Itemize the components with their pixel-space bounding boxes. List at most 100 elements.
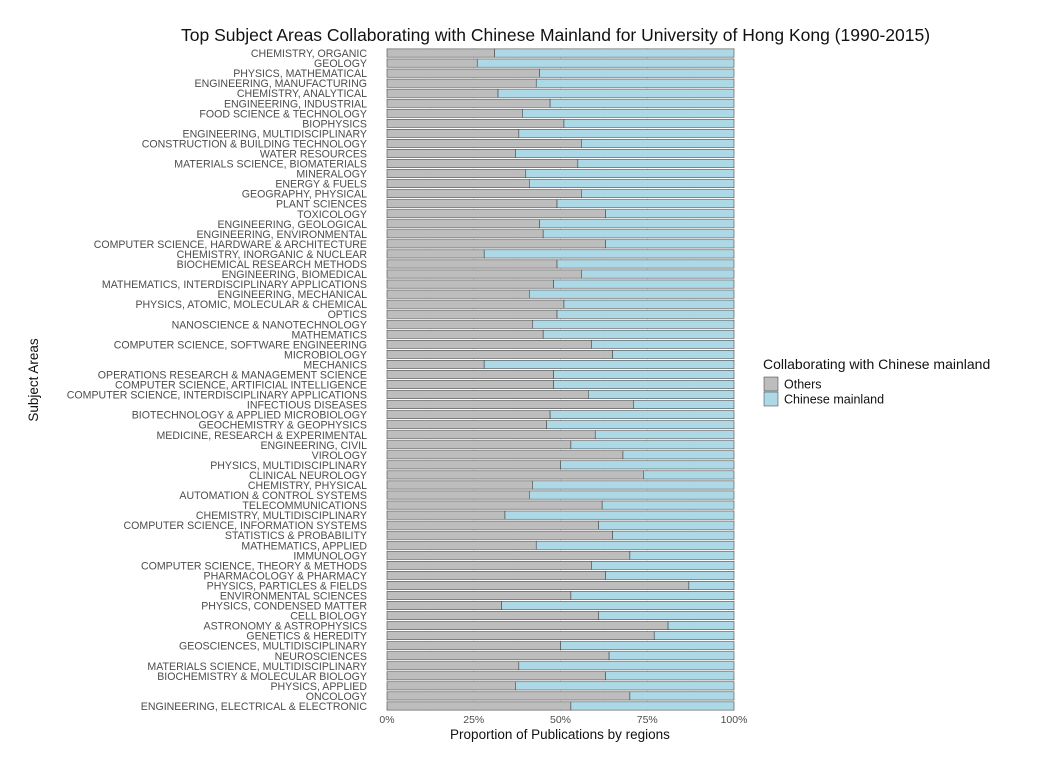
category-label: CONSTRUCTION & BUILDING TECHNOLOGY (142, 138, 367, 150)
bar-chinese-mainland (570, 591, 735, 600)
bar-others (386, 199, 558, 209)
x-tick-label: 75% (637, 714, 658, 726)
bar-others (386, 400, 634, 409)
category-label: NANOSCIENCE & NANOTECHNOLOGY (172, 319, 367, 331)
category-label: VIROLOGY (312, 450, 367, 462)
bar-others (386, 691, 631, 701)
category-label: ENGINEERING, INDUSTRIAL (224, 98, 367, 110)
bar-others (386, 88, 499, 98)
x-tick-labels: 0% 25% 50% 75% 100% (379, 714, 747, 726)
bar-chinese-mainland (591, 560, 735, 570)
category-label: PHYSICS, PARTICLES & FIELDS (207, 580, 367, 592)
bar-others (386, 641, 561, 651)
bar-chinese-mainland (532, 480, 735, 490)
bar-chinese-mainland (629, 691, 735, 701)
category-label: PHYSICS, APPLIED (270, 681, 367, 693)
bar-others (386, 560, 592, 570)
category-label: TELECOMMUNICATIONS (242, 500, 367, 512)
bar-chinese-mainland (553, 279, 735, 289)
x-axis-title: Proportion of Publications by regions (450, 727, 670, 742)
bar-others (386, 490, 530, 500)
bar-others (386, 681, 516, 691)
category-label: COMPUTER SCIENCE, INFORMATION SYSTEMS (124, 520, 367, 532)
bar-chinese-mainland (522, 108, 735, 118)
category-label: BIOCHEMICAL RESEARCH METHODS (177, 259, 367, 271)
legend-key (763, 391, 779, 407)
bar-chinese-mainland (483, 360, 735, 369)
bar-chinese-mainland (529, 289, 735, 299)
bar-chinese-mainland (633, 400, 735, 409)
category-label: GEOLOGY (314, 58, 367, 70)
legend-key (763, 376, 779, 392)
bar-chinese-mainland (688, 581, 735, 590)
bar-others (386, 671, 606, 681)
bar-chinese-mainland (518, 661, 735, 671)
bar-chinese-mainland (529, 179, 735, 188)
category-label: ASTRONOMY & ASTROPHYSICS (204, 621, 367, 633)
bar-chinese-mainland (539, 219, 735, 229)
category-label: ENGINEERING, ENVIRONMENTAL (196, 229, 367, 241)
bar-others (386, 530, 613, 540)
bar-chinese-mainland (560, 641, 735, 651)
bar-chinese-mainland (608, 651, 735, 661)
bar-chinese-mainland (629, 550, 735, 560)
bar-chinese-mainland (515, 681, 735, 691)
bar-others (386, 390, 589, 399)
bar-others (386, 360, 485, 369)
bar-chinese-mainland (601, 500, 735, 510)
category-label: OPERATIONS RESEARCH & MANAGEMENT SCIENCE (98, 369, 367, 381)
bar-chinese-mainland (581, 269, 735, 279)
category-label: BIOCHEMISTRY & MOLECULAR BIOLOGY (157, 671, 367, 683)
bar-chinese-mainland (653, 631, 735, 641)
category-label: ENGINEERING, MECHANICAL (217, 289, 367, 301)
x-tick-label: 100% (721, 714, 748, 726)
bar-others (386, 339, 592, 349)
bar-chinese-mainland (501, 601, 735, 610)
bar-chinese-mainland (563, 118, 735, 128)
category-label: NEUROSCIENCES (275, 651, 367, 663)
category-label: MATERIALS SCIENCE, MULTIDISCIPLINARY (147, 661, 367, 673)
bar-others (386, 510, 506, 520)
category-label: ENVIRONMENTAL SCIENCES (220, 590, 367, 602)
category-label: COMPUTER SCIENCE, HARDWARE & ARCHITECTUR… (94, 239, 367, 251)
category-label: ENGINEERING, BIOMEDICAL (222, 269, 368, 281)
category-label: ENGINEERING, CIVIL (260, 440, 367, 452)
category-label: MINERALOGY (296, 169, 367, 181)
bar-chinese-mainland (667, 621, 735, 630)
bars (386, 48, 735, 711)
category-label: ENERGY & FUELS (275, 179, 367, 191)
legend-label: Chinese mainland (784, 393, 884, 407)
category-label: PLANT SCIENCES (276, 199, 367, 211)
category-label: IMMUNOLOGY (293, 550, 367, 562)
bar-chinese-mainland (515, 149, 735, 158)
bar-chinese-mainland (570, 701, 735, 711)
category-label: ENGINEERING, MANUFACTURING (195, 78, 367, 90)
bar-chinese-mainland (598, 611, 735, 620)
bar-others (386, 219, 540, 229)
bar-others (386, 259, 558, 269)
bar-others (386, 470, 645, 480)
bar-others (386, 480, 533, 490)
bar-others (386, 601, 502, 610)
category-label: AUTOMATION & CONTROL SYSTEMS (179, 490, 367, 502)
bar-others (386, 189, 582, 199)
category-label: ONCOLOGY (306, 691, 367, 703)
category-label: WATER RESOURCES (260, 148, 367, 160)
bar-chinese-mainland (588, 390, 735, 399)
bar-others (386, 118, 565, 128)
category-label: BIOTECHNOLOGY & APPLIED MICROBIOLOGY (132, 410, 367, 422)
legend-label: Others (784, 378, 822, 392)
bar-others (386, 229, 544, 239)
y-axis-title: Subject Areas (26, 338, 41, 422)
bar-others (386, 309, 558, 319)
bar-others (386, 550, 631, 560)
bar-chinese-mainland (581, 139, 735, 148)
category-label: INFECTIOUS DISEASES (247, 400, 367, 412)
category-label: ENGINEERING, GEOLOGICAL (217, 219, 367, 231)
bar-others (386, 571, 606, 580)
bar-chinese-mainland (542, 229, 735, 239)
bar-chinese-mainland (591, 339, 735, 349)
category-label: PHYSICS, ATOMIC, MOLECULAR & CHEMICAL (135, 299, 367, 311)
bar-others (386, 621, 669, 630)
